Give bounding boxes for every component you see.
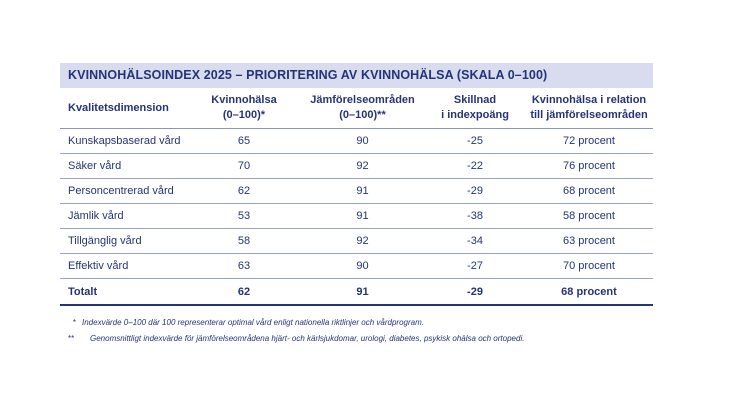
relation-cell: 58 procent [525, 203, 653, 229]
difference-cell: -34 [425, 228, 525, 254]
quality-index-table: Kvalitetsdimension Kvinnohälsa (0–100)* J… [60, 88, 653, 306]
footnote-mark: * [72, 318, 76, 327]
table-title: KVINNOHÄLSOINDEX 2025 – PRIORITERING AV … [60, 63, 653, 88]
dimension-cell: Tillgänglig vård [60, 228, 188, 254]
index-table-panel: KVINNOHÄLSOINDEX 2025 – PRIORITERING AV … [60, 63, 653, 347]
comparison-cell: 90 [300, 128, 425, 154]
difference-cell: -38 [425, 203, 525, 229]
footnote-text: Genomsnittligt indexvärde för jämförelse… [90, 334, 525, 343]
dimension-cell: Säker vård [60, 153, 188, 179]
difference-cell: -25 [425, 128, 525, 154]
difference-cell: -29 [425, 178, 525, 204]
table-row: Kunskapsbaserad vård 65 90 -25 72 procen… [60, 128, 653, 154]
comparison-cell: 92 [300, 228, 425, 254]
womens-health-cell: 70 [188, 153, 300, 179]
table-row: Jämlik vård 53 91 -38 58 procent [60, 203, 653, 229]
table-row: Tillgänglig vård 58 92 -34 63 procent [60, 228, 653, 254]
total-difference-cell: -29 [425, 278, 525, 306]
dimension-cell: Personcentrerad vård [60, 178, 188, 204]
column-header-relation: Kvinnohälsa i relation till jämförelseomr… [525, 88, 653, 129]
total-row: Totalt 62 91 -29 68 procent [60, 278, 653, 306]
womens-health-cell: 53 [188, 203, 300, 229]
relation-cell: 72 procent [525, 128, 653, 154]
comparison-cell: 92 [300, 153, 425, 179]
relation-cell: 70 procent [525, 253, 653, 279]
womens-health-cell: 63 [188, 253, 300, 279]
header-row: Kvalitetsdimension Kvinnohälsa (0–100)* J… [60, 88, 653, 129]
footnote-text: Indexvärde 0–100 där 100 representerar o… [82, 318, 424, 327]
footnote: ** Genomsnittligt indexvärde för jämförel… [60, 331, 653, 347]
column-header-comparison-areas: Jämförelseområden (0–100)** [300, 88, 425, 129]
relation-cell: 68 procent [525, 178, 653, 204]
comparison-cell: 91 [300, 178, 425, 204]
total-relation-cell: 68 procent [525, 278, 653, 306]
total-label-cell: Totalt [60, 278, 188, 306]
footnote: * Indexvärde 0–100 där 100 representerar … [60, 315, 653, 331]
table-row: Personcentrerad vård 62 91 -29 68 procen… [60, 178, 653, 204]
comparison-cell: 90 [300, 253, 425, 279]
relation-cell: 63 procent [525, 228, 653, 254]
comparison-cell: 91 [300, 203, 425, 229]
table-row: Effektiv vård 63 90 -27 70 procent [60, 253, 653, 279]
column-header-womens-health: Kvinnohälsa (0–100)* [188, 88, 300, 129]
womens-health-cell: 58 [188, 228, 300, 254]
column-header-dimension: Kvalitetsdimension [60, 88, 188, 129]
difference-cell: -27 [425, 253, 525, 279]
dimension-cell: Jämlik vård [60, 203, 188, 229]
column-header-difference: Skillnad i indexpoäng [425, 88, 525, 129]
footnotes: * Indexvärde 0–100 där 100 representerar … [60, 315, 653, 347]
total-comparison-cell: 91 [300, 278, 425, 306]
dimension-cell: Kunskapsbaserad vård [60, 128, 188, 154]
total-womens-health-cell: 62 [188, 278, 300, 306]
womens-health-cell: 62 [188, 178, 300, 204]
womens-health-cell: 65 [188, 128, 300, 154]
relation-cell: 76 procent [525, 153, 653, 179]
footnote-mark: ** [68, 334, 75, 343]
difference-cell: -22 [425, 153, 525, 179]
dimension-cell: Effektiv vård [60, 253, 188, 279]
table-row: Säker vård 70 92 -22 76 procent [60, 153, 653, 179]
